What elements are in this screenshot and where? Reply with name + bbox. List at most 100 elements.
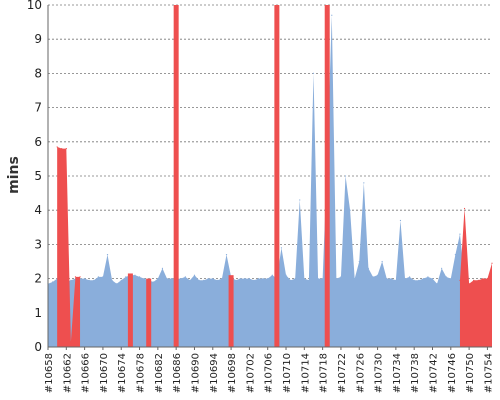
data-point xyxy=(166,278,168,280)
data-point xyxy=(248,278,251,280)
data-point xyxy=(308,279,310,281)
data-point xyxy=(436,283,438,285)
data-point xyxy=(152,281,154,283)
y-tick-label: 4 xyxy=(34,203,42,217)
data-point xyxy=(395,279,397,281)
data-point xyxy=(216,279,218,281)
data-point xyxy=(418,279,420,281)
data-point xyxy=(271,274,273,276)
data-point xyxy=(61,148,63,150)
x-tick-labels: #10658 #10662 #10666 #10670 #10674 #10678 #106… xyxy=(44,353,494,393)
x-tick-label: #10690 xyxy=(190,353,201,393)
series-area-0 xyxy=(48,15,465,347)
data-bar xyxy=(173,5,179,347)
data-point xyxy=(262,278,264,280)
data-point xyxy=(235,279,237,281)
data-point xyxy=(386,278,388,280)
data-point xyxy=(340,276,342,278)
data-point xyxy=(74,276,77,278)
x-tick-label: #10754 xyxy=(483,353,494,393)
data-point xyxy=(344,175,347,177)
data-point xyxy=(157,278,159,280)
data-point xyxy=(289,279,292,281)
data-point xyxy=(116,283,118,285)
data-point xyxy=(459,279,461,281)
y-tick-label: 0 xyxy=(34,340,42,354)
data-point xyxy=(143,278,145,280)
data-bar xyxy=(228,275,234,347)
data-point xyxy=(111,279,113,281)
data-point xyxy=(70,341,72,343)
data-point xyxy=(491,262,493,264)
data-point xyxy=(170,278,173,280)
data-point xyxy=(299,199,301,201)
y-tick-label: 6 xyxy=(34,135,42,149)
area-series xyxy=(47,5,493,347)
data-point xyxy=(106,254,109,256)
data-point xyxy=(51,281,54,283)
data-point xyxy=(468,283,470,285)
x-tick-label: #10726 xyxy=(355,353,366,393)
data-point xyxy=(404,278,406,280)
data-point xyxy=(312,72,315,74)
data-point xyxy=(79,276,81,278)
data-point xyxy=(390,278,392,280)
data-point xyxy=(193,274,196,276)
data-point xyxy=(56,146,58,148)
data-point xyxy=(184,276,186,278)
y-tick-label: 10 xyxy=(27,0,42,12)
x-tick-label: #10694 xyxy=(209,353,220,393)
data-point xyxy=(486,278,489,280)
x-tick-label: #10734 xyxy=(392,353,403,393)
data-point xyxy=(221,278,223,280)
x-tick-label: #10662 xyxy=(62,353,73,393)
data-point xyxy=(335,278,337,280)
data-point xyxy=(349,209,351,211)
y-tick-labels: 0 1 2 3 4 5 6 7 8 9 10 xyxy=(27,0,42,354)
data-point xyxy=(454,254,456,256)
data-point xyxy=(198,279,200,281)
x-tick-label: #10686 xyxy=(172,353,183,393)
data-bar xyxy=(127,273,133,347)
data-point xyxy=(180,278,182,280)
data-bar xyxy=(324,5,330,347)
data-point xyxy=(354,278,356,280)
data-point xyxy=(422,278,424,280)
series-area-2 xyxy=(459,208,492,347)
data-point xyxy=(427,276,429,278)
data-point xyxy=(294,278,296,280)
data-point xyxy=(70,279,72,281)
x-tick-label: #10670 xyxy=(99,353,110,393)
data-point xyxy=(285,274,287,276)
data-point xyxy=(120,279,122,281)
data-point xyxy=(303,278,305,280)
x-tick-label: #10718 xyxy=(319,353,330,393)
x-tick-label: #10706 xyxy=(264,353,275,393)
data-point xyxy=(212,278,214,280)
data-point xyxy=(267,278,269,280)
data-point xyxy=(431,278,434,280)
data-point xyxy=(161,267,164,269)
data-point xyxy=(102,276,104,278)
data-point xyxy=(358,260,360,263)
data-point xyxy=(381,260,383,263)
data-point xyxy=(65,148,67,150)
data-point xyxy=(413,279,415,281)
data-point xyxy=(84,278,86,280)
axes xyxy=(47,5,492,350)
data-point xyxy=(317,278,319,280)
data-point xyxy=(459,233,461,235)
x-tick-label: #10746 xyxy=(447,353,458,393)
x-tick-label: #10666 xyxy=(81,353,92,393)
x-tick-label: #10674 xyxy=(117,353,128,393)
y-tick-label: 3 xyxy=(34,237,42,251)
data-point xyxy=(450,278,452,280)
data-point xyxy=(376,274,379,276)
x-tick-label: #10678 xyxy=(136,353,147,393)
data-point xyxy=(239,278,241,280)
data-point xyxy=(367,267,370,269)
data-point xyxy=(482,278,484,280)
data-point xyxy=(225,254,228,256)
y-tick-label: 7 xyxy=(34,101,42,115)
